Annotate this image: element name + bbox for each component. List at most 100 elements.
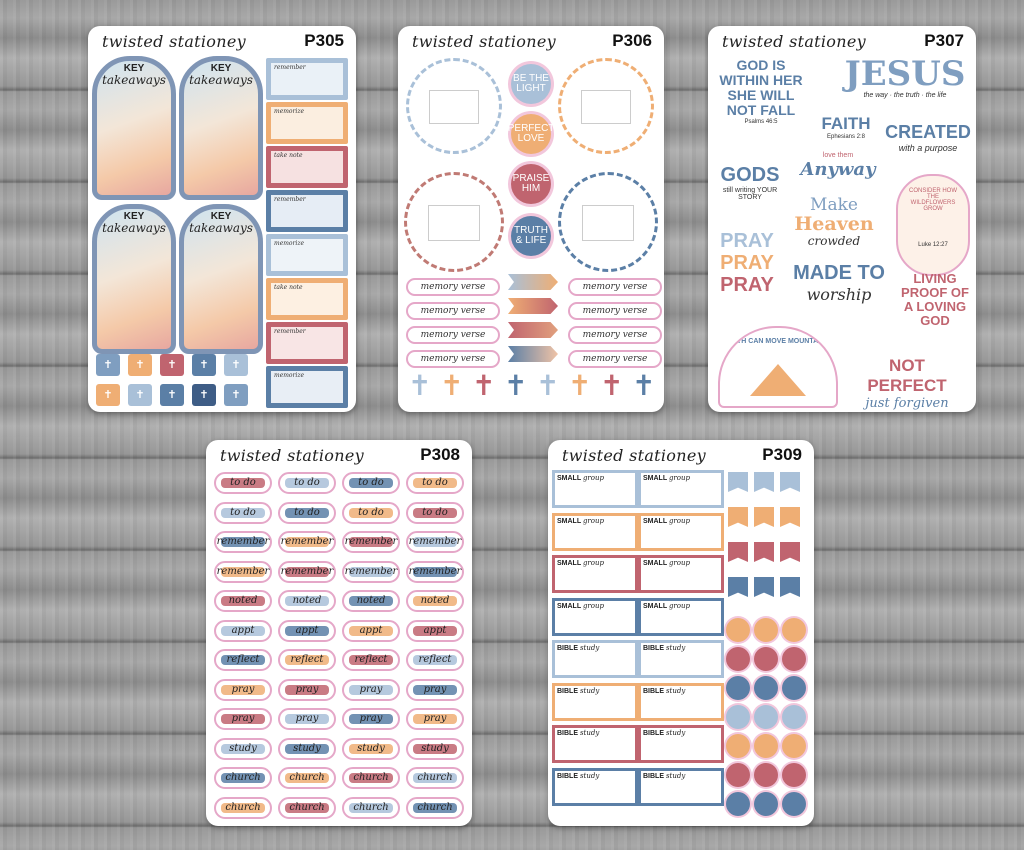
sheet-code: P308 [420,445,460,464]
cross-icon: ✝ [440,370,464,401]
take-note-box: take note [266,278,348,320]
brand-logo: twisted stationey [102,32,246,51]
task-label-sticker: study [406,737,464,760]
small-group-box: SMALL group [552,555,638,593]
key-takeaways-sticker: KEY takeaways [92,56,176,200]
task-label-sticker: to do [214,501,272,524]
take-note-box: take note [266,146,348,188]
circle-dot-icon [726,705,750,729]
sheet-code: P309 [762,445,802,464]
god-is-within-her-sticker: GOD IS WITHIN HER SHE WILL NOT FALL Psal… [719,57,803,126]
circle-dot-icon [782,647,806,671]
task-label-sticker: remember [406,531,464,553]
task-label-sticker: appt [342,619,400,642]
faith-move-mountains-sticker: FAITH CAN MOVE MOUNTAINS [718,326,838,408]
circle-dot-icon [782,676,806,700]
cross-icon: ✝ [600,370,624,401]
circle-dot-icon [726,647,750,671]
tab-flag-icon [780,472,800,492]
small-group-box: SMALL group [638,512,724,551]
cross-icon: ✝ [536,370,560,401]
cross-icon: ✝ [408,370,432,401]
memory-verse-label: memory verse [568,350,662,368]
circle-dot-icon [754,618,778,642]
brand-logo: twisted stationey [562,446,706,465]
tab-flag-icon [728,507,748,527]
memory-verse-label: memory verse [406,302,500,320]
task-label-sticker: study [214,737,272,760]
bible-study-box: BIBLE study [638,725,724,763]
cross-icon: ✝ [504,370,528,401]
perfect-love-circle: PERFECT LOVE [508,114,554,154]
remember-box: remember [266,190,348,232]
circle-dot-icon [754,676,778,700]
sticker-sheet-p308: twisted stationey P308 to do to do to do to… [206,440,472,826]
praise-him-circle: PRAISE HIM [511,164,551,204]
gods-still-writing-sticker: GODS still writing YOUR STORY [720,164,780,201]
sticker-sheet-p307: twisted stationey P307 GOD IS WITHIN HER… [708,26,976,412]
memory-verse-label: memory verse [406,278,500,296]
task-label-sticker: to do [406,501,464,524]
tab-flag-icon [754,577,774,597]
task-label-sticker: study [342,737,400,760]
arrow-flag [508,322,558,338]
wreath-label [406,58,502,154]
sheet-code: P307 [924,31,964,50]
bible-icon [192,354,216,376]
task-label-sticker: reflect [342,649,400,671]
task-label-sticker: church [214,796,272,819]
task-label-sticker: pray [214,678,272,701]
tab-flag-icon [780,577,800,597]
memorize-box: memorize [266,102,348,144]
task-label-sticker: to do [278,472,336,494]
task-label-sticker: appt [214,619,272,642]
bible-study-box: BIBLE study [552,682,638,721]
task-label-sticker: reflect [214,649,272,671]
task-label-sticker: pray [342,678,400,701]
task-label-sticker: church [278,796,336,819]
circle-dot-icon [726,763,750,787]
task-label-sticker: noted [406,590,464,612]
tab-flag-icon [754,507,774,527]
wreath-label [404,172,504,272]
sheet-code: P305 [304,31,344,50]
task-label-sticker: reflect [406,649,464,671]
brand-logo: twisted stationey [220,446,364,465]
small-group-box: SMALL group [552,597,638,636]
tab-flag-icon [754,542,774,562]
arrow-flag [508,346,558,362]
tab-flag-icon [780,542,800,562]
arrow-flag [508,274,558,290]
task-label-sticker: to do [342,501,400,524]
cross-icon: ✝ [568,370,592,401]
key-takeaways-sticker: KEY takeaways [179,56,263,200]
small-group-box: SMALL group [638,597,724,636]
task-label-sticker: to do [214,472,272,494]
circle-dot-icon [754,734,778,758]
memory-verse-label: memory verse [568,302,662,320]
task-label-sticker: church [214,767,272,789]
task-label-sticker: appt [406,619,464,642]
task-label-sticker: to do [406,472,464,494]
love-them-anyway-sticker: love them Anyway [800,152,876,180]
task-label-sticker: pray [278,708,336,730]
task-label-sticker: remember [342,531,400,553]
tab-flag-icon [754,472,774,492]
truth-and-life-circle: TRUTH & LIFE [511,216,551,256]
arrow-flag [508,298,558,314]
brand-logo: twisted stationey [722,32,866,51]
tab-flag-icon [728,577,748,597]
brand-logo: twisted stationey [412,32,556,51]
bible-icon [160,354,184,376]
task-label-sticker: remember [278,531,336,553]
created-sticker: CREATED with a purpose [885,122,971,153]
task-label-sticker: remember [214,560,272,583]
circle-dot-icon [782,705,806,729]
bible-icon [160,384,184,406]
task-label-sticker: to do [342,472,400,494]
circle-dot-icon [754,647,778,671]
wildflowers-sticker: CONSIDER HOW THE WILDFLOWERS GROW Luke 1… [896,174,970,276]
bible-study-box: BIBLE study [638,682,724,721]
not-perfect-sticker: NOT PERFECT just forgiven [865,356,949,411]
bible-icon [96,354,120,376]
